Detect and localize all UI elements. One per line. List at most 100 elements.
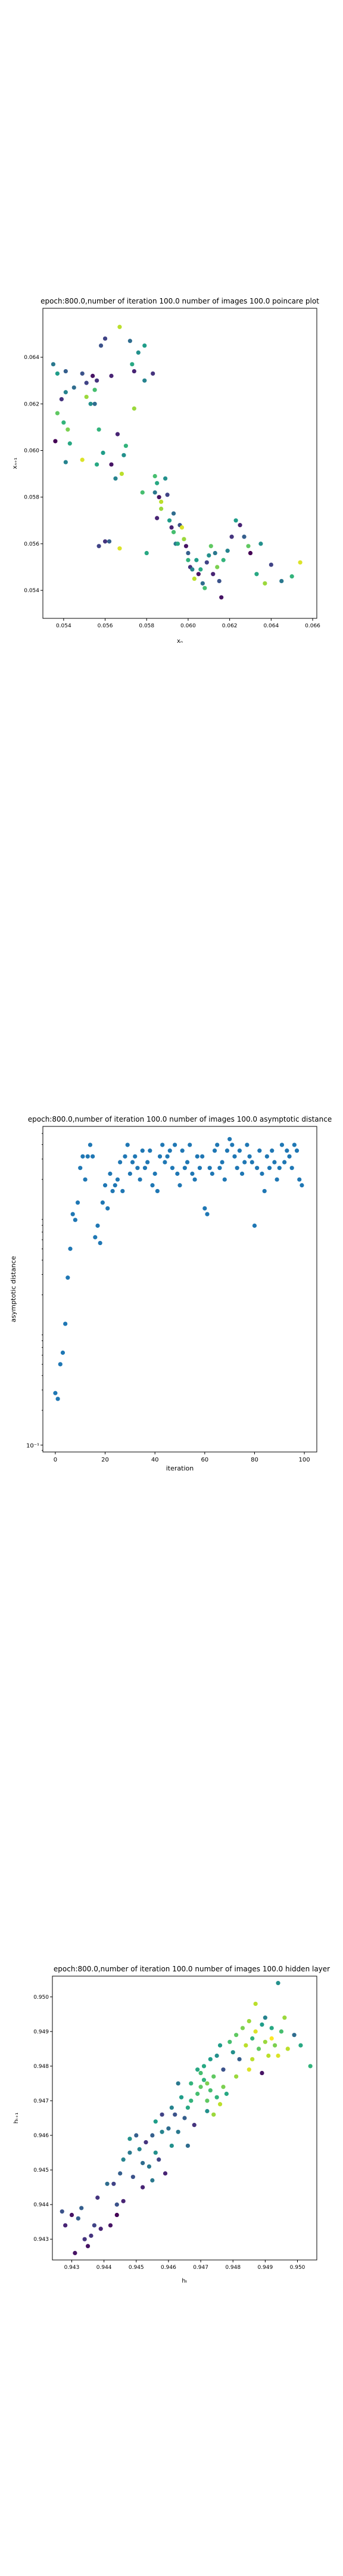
data-point <box>192 1177 197 1182</box>
x-axis: 0 20 40 60 80 100 <box>54 1452 310 1463</box>
data-point <box>204 560 209 565</box>
x-tick-label: 0.946 <box>161 2265 176 2271</box>
data-point <box>105 1206 110 1211</box>
data-point <box>130 1160 135 1165</box>
chart-title: epoch:800.0,number of iteration 100.0 nu… <box>28 1115 332 1123</box>
data-point <box>84 394 89 400</box>
data-point <box>152 473 157 479</box>
y-axis: 0.943 0.944 0.945 0.946 0.947 0.948 0.949 0.950 <box>33 1995 52 2243</box>
data-point <box>195 1154 199 1159</box>
data-points <box>53 1137 304 1401</box>
data-point <box>289 574 294 579</box>
x-tick-label: 60 <box>201 1457 208 1463</box>
data-point <box>175 541 180 546</box>
data-point <box>83 1177 88 1182</box>
data-point <box>55 1397 60 1401</box>
data-point <box>214 2053 219 2058</box>
data-point <box>108 1171 113 1176</box>
data-point <box>98 343 104 348</box>
data-point <box>221 558 226 562</box>
data-point <box>150 2178 155 2183</box>
data-point <box>275 1177 279 1182</box>
data-point <box>198 567 203 572</box>
y-tick-label: 0.947 <box>33 2098 49 2104</box>
y-tick-label: 0.944 <box>33 2202 49 2208</box>
data-point <box>227 2039 232 2044</box>
asymptotic-distance-plot: epoch:800.0,number of iteration 100.0 nu… <box>10 1115 332 1472</box>
data-point <box>298 2043 303 2048</box>
data-point <box>155 1188 160 1194</box>
data-point <box>155 481 160 485</box>
x-tick-label: 0.950 <box>290 2265 305 2271</box>
data-point <box>100 1200 105 1205</box>
data-point <box>200 1154 205 1159</box>
data-point <box>217 578 222 584</box>
data-point <box>230 1143 235 1147</box>
data-point <box>195 2091 200 2096</box>
data-point <box>279 578 284 584</box>
data-point <box>150 2133 155 2138</box>
data-point <box>234 2074 239 2079</box>
data-point <box>180 1148 185 1153</box>
data-point <box>113 476 118 481</box>
data-point <box>85 1154 90 1159</box>
data-point <box>179 525 185 530</box>
data-point <box>145 1160 150 1165</box>
data-point <box>297 1177 302 1182</box>
data-point <box>142 378 147 383</box>
data-point <box>163 2171 168 2176</box>
y-axis-label: hₜ₊₁ <box>13 2113 20 2124</box>
x-tick-label: 0.064 <box>263 623 279 629</box>
data-point <box>98 1240 102 1246</box>
data-point <box>217 2043 223 2048</box>
data-point <box>212 1148 217 1153</box>
data-point <box>95 1223 100 1228</box>
asymptotic-distance-figure: epoch:800.0,number of iteration 100.0 nu… <box>0 1109 343 1491</box>
data-point <box>173 1143 177 1147</box>
data-point <box>102 336 108 341</box>
data-point <box>190 1171 195 1176</box>
x-tick-label: 0.945 <box>129 2265 144 2271</box>
data-point <box>133 1154 138 1159</box>
data-point <box>207 1166 212 1171</box>
data-point <box>150 1183 155 1188</box>
data-points <box>60 1981 313 2255</box>
x-tick-label: 0.944 <box>96 2265 112 2271</box>
data-point <box>95 462 99 467</box>
data-point <box>110 1188 115 1194</box>
data-point <box>127 1171 132 1176</box>
data-point <box>134 2133 139 2138</box>
data-point <box>159 506 164 511</box>
data-point <box>263 581 267 586</box>
data-point <box>165 493 170 497</box>
data-point <box>51 362 56 367</box>
data-point <box>79 2206 84 2210</box>
data-point <box>71 385 76 390</box>
y-axis: 0.054 0.056 0.058 0.060 0.062 0.064 <box>24 355 43 594</box>
x-tick-label: 20 <box>101 1457 109 1463</box>
data-point <box>135 1166 140 1171</box>
data-point <box>140 1148 145 1153</box>
data-point <box>89 2233 93 2238</box>
x-tick-label: 80 <box>251 1457 258 1463</box>
plot-area <box>42 1126 317 1453</box>
y-tick-label: 0.060 <box>24 448 39 454</box>
y-axis-label: xₙ₊₁ <box>12 457 18 469</box>
data-point <box>246 544 251 549</box>
data-point <box>141 2185 145 2190</box>
data-point <box>58 1362 63 1367</box>
data-point <box>102 539 108 544</box>
data-point <box>285 2046 290 2051</box>
data-point <box>121 2199 126 2203</box>
data-point <box>121 453 126 457</box>
data-point <box>121 2157 126 2162</box>
x-axis-label: xₙ <box>177 638 183 645</box>
data-point <box>264 1154 269 1159</box>
x-tick-label: 0.949 <box>257 2265 273 2271</box>
data-point <box>250 2036 255 2041</box>
data-point <box>105 2181 110 2186</box>
data-point <box>220 1160 224 1165</box>
data-point <box>269 2026 274 2030</box>
data-point <box>282 2015 287 2020</box>
data-point <box>59 397 64 402</box>
